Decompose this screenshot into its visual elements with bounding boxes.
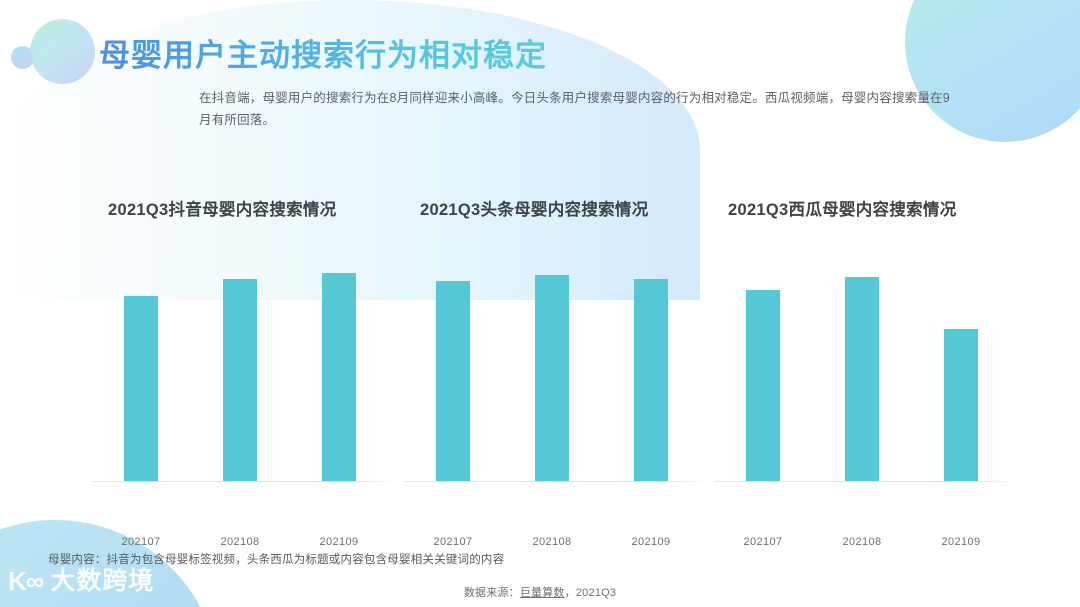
bar-slot xyxy=(714,248,812,481)
bar[interactable] xyxy=(746,289,780,481)
chart-title: 2021Q3头条母婴内容搜索情况 xyxy=(420,201,649,219)
page-description: 在抖音端，母婴用户的搜索行为在8月同样迎来小高峰。今日头条用户搜索母婴内容的行为… xyxy=(199,91,950,127)
x-axis-tick-labels: 202107 202108 202109 xyxy=(404,536,700,556)
bar[interactable] xyxy=(124,295,158,481)
x-axis-line xyxy=(404,481,700,482)
x-tick-label: 202107 xyxy=(433,536,473,548)
bar[interactable] xyxy=(535,275,569,481)
footnote: 母婴内容：抖音为包含母婴标签视频，头条西瓜为标题或内容包含母婴相关关键词的内容 xyxy=(48,554,505,566)
bar-slot xyxy=(290,248,388,481)
bar-slot xyxy=(912,248,1010,481)
bar-group xyxy=(92,248,388,481)
bar-slot xyxy=(404,248,502,481)
bar-slot xyxy=(503,248,601,481)
watermark-text: 大数跨境 xyxy=(50,566,155,595)
chart-block-douyin: 2021Q3抖音母婴内容搜索情况 202107 202108 202109 xyxy=(78,196,408,548)
x-tick-label: 202108 xyxy=(842,536,882,548)
data-source-prefix: 数据来源： xyxy=(463,587,520,599)
chart-plot-area: 202107 202108 202109 xyxy=(714,248,1014,548)
bar-slot xyxy=(813,248,911,481)
bar[interactable] xyxy=(322,272,356,481)
watermark-logo: K∞ 大数跨境 xyxy=(8,568,154,594)
chart-plot-area: 202107 202108 202109 xyxy=(404,248,704,548)
chart-title: 2021Q3西瓜母婴内容搜索情况 xyxy=(728,201,957,219)
bar[interactable] xyxy=(634,279,668,481)
data-source-name: 巨量算数 xyxy=(519,587,565,599)
bar-slot xyxy=(602,248,700,481)
chart-block-xigua: 2021Q3西瓜母婴内容搜索情况 202107 202108 202109 xyxy=(700,196,1030,548)
data-source: 数据来源：巨量算数，2021Q3 xyxy=(0,584,1080,600)
decorative-dot-small xyxy=(11,46,34,69)
x-tick-label: 202108 xyxy=(220,536,260,548)
bar[interactable] xyxy=(845,277,879,481)
x-tick-label: 202109 xyxy=(319,536,359,548)
x-tick-label: 202109 xyxy=(941,536,981,548)
x-tick-label: 202108 xyxy=(532,536,572,548)
charts-row: 2021Q3抖音母婴内容搜索情况 202107 202108 202109 20… xyxy=(0,196,1080,548)
page-title: 母婴用户主动搜索行为相对稳定 xyxy=(99,30,547,75)
chart-plot-area: 202107 202108 202109 xyxy=(92,248,392,548)
x-axis-line xyxy=(714,481,1010,482)
chart-block-toutiao: 2021Q3头条母婴内容搜索情况 202107 202108 202109 xyxy=(390,196,720,548)
chart-title: 2021Q3抖音母婴内容搜索情况 xyxy=(108,201,337,219)
bar-group xyxy=(404,248,700,481)
data-source-suffix: ，2021Q3 xyxy=(564,587,617,599)
decorative-sheen-bottom-right xyxy=(0,0,700,300)
watermark-mark-icon: K∞ xyxy=(8,566,44,596)
x-tick-label: 202109 xyxy=(631,536,671,548)
bar-slot xyxy=(92,248,190,481)
x-axis-line xyxy=(92,481,388,482)
bar-slot xyxy=(191,248,289,481)
bar[interactable] xyxy=(223,279,257,481)
x-axis-tick-labels: 202107 202108 202109 xyxy=(92,536,388,556)
x-axis-tick-labels: 202107 202108 202109 xyxy=(714,536,1010,556)
bar[interactable] xyxy=(436,281,470,481)
x-tick-label: 202107 xyxy=(121,536,161,548)
x-tick-label: 202107 xyxy=(743,536,783,548)
bar-group xyxy=(714,248,1010,481)
bar[interactable] xyxy=(944,329,978,481)
